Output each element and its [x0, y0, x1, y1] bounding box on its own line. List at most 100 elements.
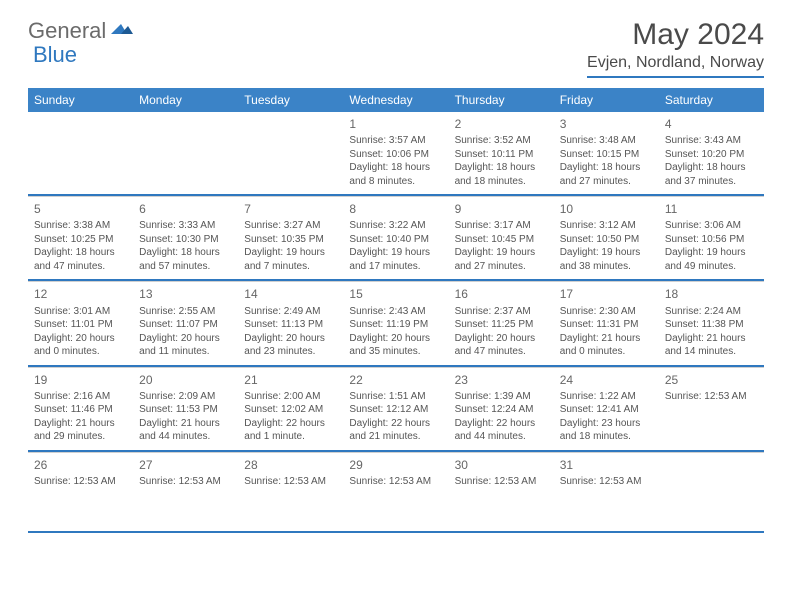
day-number: 18: [665, 286, 758, 302]
day-info-line: Sunset: 10:15 PM: [560, 148, 653, 162]
day-info-line: Sunrise: 2:55 AM: [139, 305, 232, 319]
day-cell: 30Sunrise: 12:53 AM: [449, 453, 554, 531]
day-info-line: Sunset: 10:20 PM: [665, 148, 758, 162]
day-info-line: Sunrise: 2:00 AM: [244, 390, 337, 404]
calendar: SundayMondayTuesdayWednesdayThursdayFrid…: [0, 88, 792, 533]
day-number: 5: [34, 201, 127, 217]
day-number: 20: [139, 372, 232, 388]
week-row: 19Sunrise: 2:16 AMSunset: 11:46 PMDaylig…: [28, 367, 764, 452]
day-cell: 9Sunrise: 3:17 AMSunset: 10:45 PMDayligh…: [449, 197, 554, 279]
week-row: 1Sunrise: 3:57 AMSunset: 10:06 PMDayligh…: [28, 112, 764, 196]
day-info-line: Sunrise: 12:53 AM: [34, 475, 127, 489]
day-info-line: Sunrise: 3:12 AM: [560, 219, 653, 233]
day-number: 30: [455, 457, 548, 473]
day-info-line: Sunrise: 2:37 AM: [455, 305, 548, 319]
day-info-line: Sunrise: 2:49 AM: [244, 305, 337, 319]
day-cell: 3Sunrise: 3:48 AMSunset: 10:15 PMDayligh…: [554, 112, 659, 194]
day-header-cell: Sunday: [28, 88, 133, 112]
day-info-line: Sunset: 11:46 PM: [34, 403, 127, 417]
location: Evjen, Nordland, Norway: [587, 54, 764, 78]
day-number: 13: [139, 286, 232, 302]
day-cell: 29Sunrise: 12:53 AM: [343, 453, 448, 531]
day-info-line: Sunrise: 2:24 AM: [665, 305, 758, 319]
day-info-line: Daylight: 23 hours and 18 minutes.: [560, 417, 653, 444]
day-number: 16: [455, 286, 548, 302]
day-info-line: Sunset: 11:13 PM: [244, 318, 337, 332]
day-info-line: Sunrise: 3:38 AM: [34, 219, 127, 233]
day-number: 22: [349, 372, 442, 388]
day-number: 14: [244, 286, 337, 302]
day-info-line: Sunrise: 12:53 AM: [139, 475, 232, 489]
day-cell: 6Sunrise: 3:33 AMSunset: 10:30 PMDayligh…: [133, 197, 238, 279]
day-info-line: Daylight: 18 hours and 27 minutes.: [560, 161, 653, 188]
day-info-line: Sunrise: 3:27 AM: [244, 219, 337, 233]
day-number: 28: [244, 457, 337, 473]
day-info-line: Daylight: 19 hours and 27 minutes.: [455, 246, 548, 273]
day-info-line: Sunset: 10:06 PM: [349, 148, 442, 162]
day-info-line: Daylight: 18 hours and 37 minutes.: [665, 161, 758, 188]
day-info-line: Sunrise: 3:48 AM: [560, 134, 653, 148]
day-info-line: Daylight: 20 hours and 11 minutes.: [139, 332, 232, 359]
day-info-line: Sunrise: 12:53 AM: [665, 390, 758, 404]
day-info-line: Daylight: 21 hours and 29 minutes.: [34, 417, 127, 444]
day-header-cell: Wednesday: [343, 88, 448, 112]
day-number: 15: [349, 286, 442, 302]
day-header-cell: Tuesday: [238, 88, 343, 112]
day-number: 4: [665, 116, 758, 132]
logo-text-general: General: [28, 18, 106, 44]
day-info-line: Daylight: 18 hours and 18 minutes.: [455, 161, 548, 188]
day-cell: 26 Sunrise: 12:53 AM: [28, 453, 133, 531]
day-cell: 8Sunrise: 3:22 AMSunset: 10:40 PMDayligh…: [343, 197, 448, 279]
day-cell: 28Sunrise: 12:53 AM: [238, 453, 343, 531]
day-info-line: Sunset: 12:02 AM: [244, 403, 337, 417]
day-info-line: Sunset: 11:01 PM: [34, 318, 127, 332]
day-info-line: Daylight: 20 hours and 47 minutes.: [455, 332, 548, 359]
day-number: 8: [349, 201, 442, 217]
day-cell: 24Sunrise: 1:22 AMSunset: 12:41 AMDaylig…: [554, 368, 659, 450]
day-cell: 15Sunrise: 2:43 AMSunset: 11:19 PMDaylig…: [343, 282, 448, 364]
day-info-line: Sunset: 11:38 PM: [665, 318, 758, 332]
day-number: 24: [560, 372, 653, 388]
day-header-row: SundayMondayTuesdayWednesdayThursdayFrid…: [28, 88, 764, 112]
day-number: 27: [139, 457, 232, 473]
day-cell: 4Sunrise: 3:43 AMSunset: 10:20 PMDayligh…: [659, 112, 764, 194]
day-info-line: Daylight: 22 hours and 1 minute.: [244, 417, 337, 444]
day-info-line: Daylight: 22 hours and 44 minutes.: [455, 417, 548, 444]
day-info-line: Sunrise: 12:53 AM: [349, 475, 442, 489]
day-info-line: Daylight: 20 hours and 23 minutes.: [244, 332, 337, 359]
day-info-line: Sunset: 11:25 PM: [455, 318, 548, 332]
day-cell: 31Sunrise: 12:53 AM: [554, 453, 659, 531]
day-header-cell: Thursday: [449, 88, 554, 112]
day-info-line: Sunrise: 1:22 AM: [560, 390, 653, 404]
day-info-line: Sunrise: 2:09 AM: [139, 390, 232, 404]
day-number: 26: [34, 457, 127, 473]
day-cell: 2Sunrise: 3:52 AMSunset: 10:11 PMDayligh…: [449, 112, 554, 194]
day-info-line: Sunset: 10:50 PM: [560, 233, 653, 247]
day-info-line: Daylight: 21 hours and 0 minutes.: [560, 332, 653, 359]
day-number: 12: [34, 286, 127, 302]
week-row: 26 Sunrise: 12:53 AM 27 Sunrise: 12:53 AM 28…: [28, 452, 764, 533]
day-cell: [133, 112, 238, 194]
title-block: May 2024 Evjen, Nordland, Norway: [587, 18, 764, 78]
logo-icon: [111, 20, 133, 43]
day-number: 1: [349, 116, 442, 132]
day-number: 17: [560, 286, 653, 302]
day-cell: 23Sunrise: 1:39 AMSunset: 12:24 AMDaylig…: [449, 368, 554, 450]
day-info-line: Sunrise: 3:22 AM: [349, 219, 442, 233]
logo-text-blue: Blue: [33, 42, 77, 67]
day-info-line: Sunset: 10:35 PM: [244, 233, 337, 247]
day-header-cell: Saturday: [659, 88, 764, 112]
day-info-line: Sunset: 10:25 PM: [34, 233, 127, 247]
day-number: 21: [244, 372, 337, 388]
day-number: 9: [455, 201, 548, 217]
day-cell: 5Sunrise: 3:38 AMSunset: 10:25 PMDayligh…: [28, 197, 133, 279]
logo: General Blue: [28, 18, 133, 44]
day-cell: [238, 112, 343, 194]
day-header-cell: Monday: [133, 88, 238, 112]
day-number: 19: [34, 372, 127, 388]
day-cell: 19Sunrise: 2:16 AMSunset: 11:46 PMDaylig…: [28, 368, 133, 450]
day-info-line: Sunset: 11:53 PM: [139, 403, 232, 417]
header: General Blue May 2024 Evjen, Nordland, N…: [0, 0, 792, 84]
day-info-line: Daylight: 19 hours and 49 minutes.: [665, 246, 758, 273]
day-cell: 10Sunrise: 3:12 AMSunset: 10:50 PMDaylig…: [554, 197, 659, 279]
